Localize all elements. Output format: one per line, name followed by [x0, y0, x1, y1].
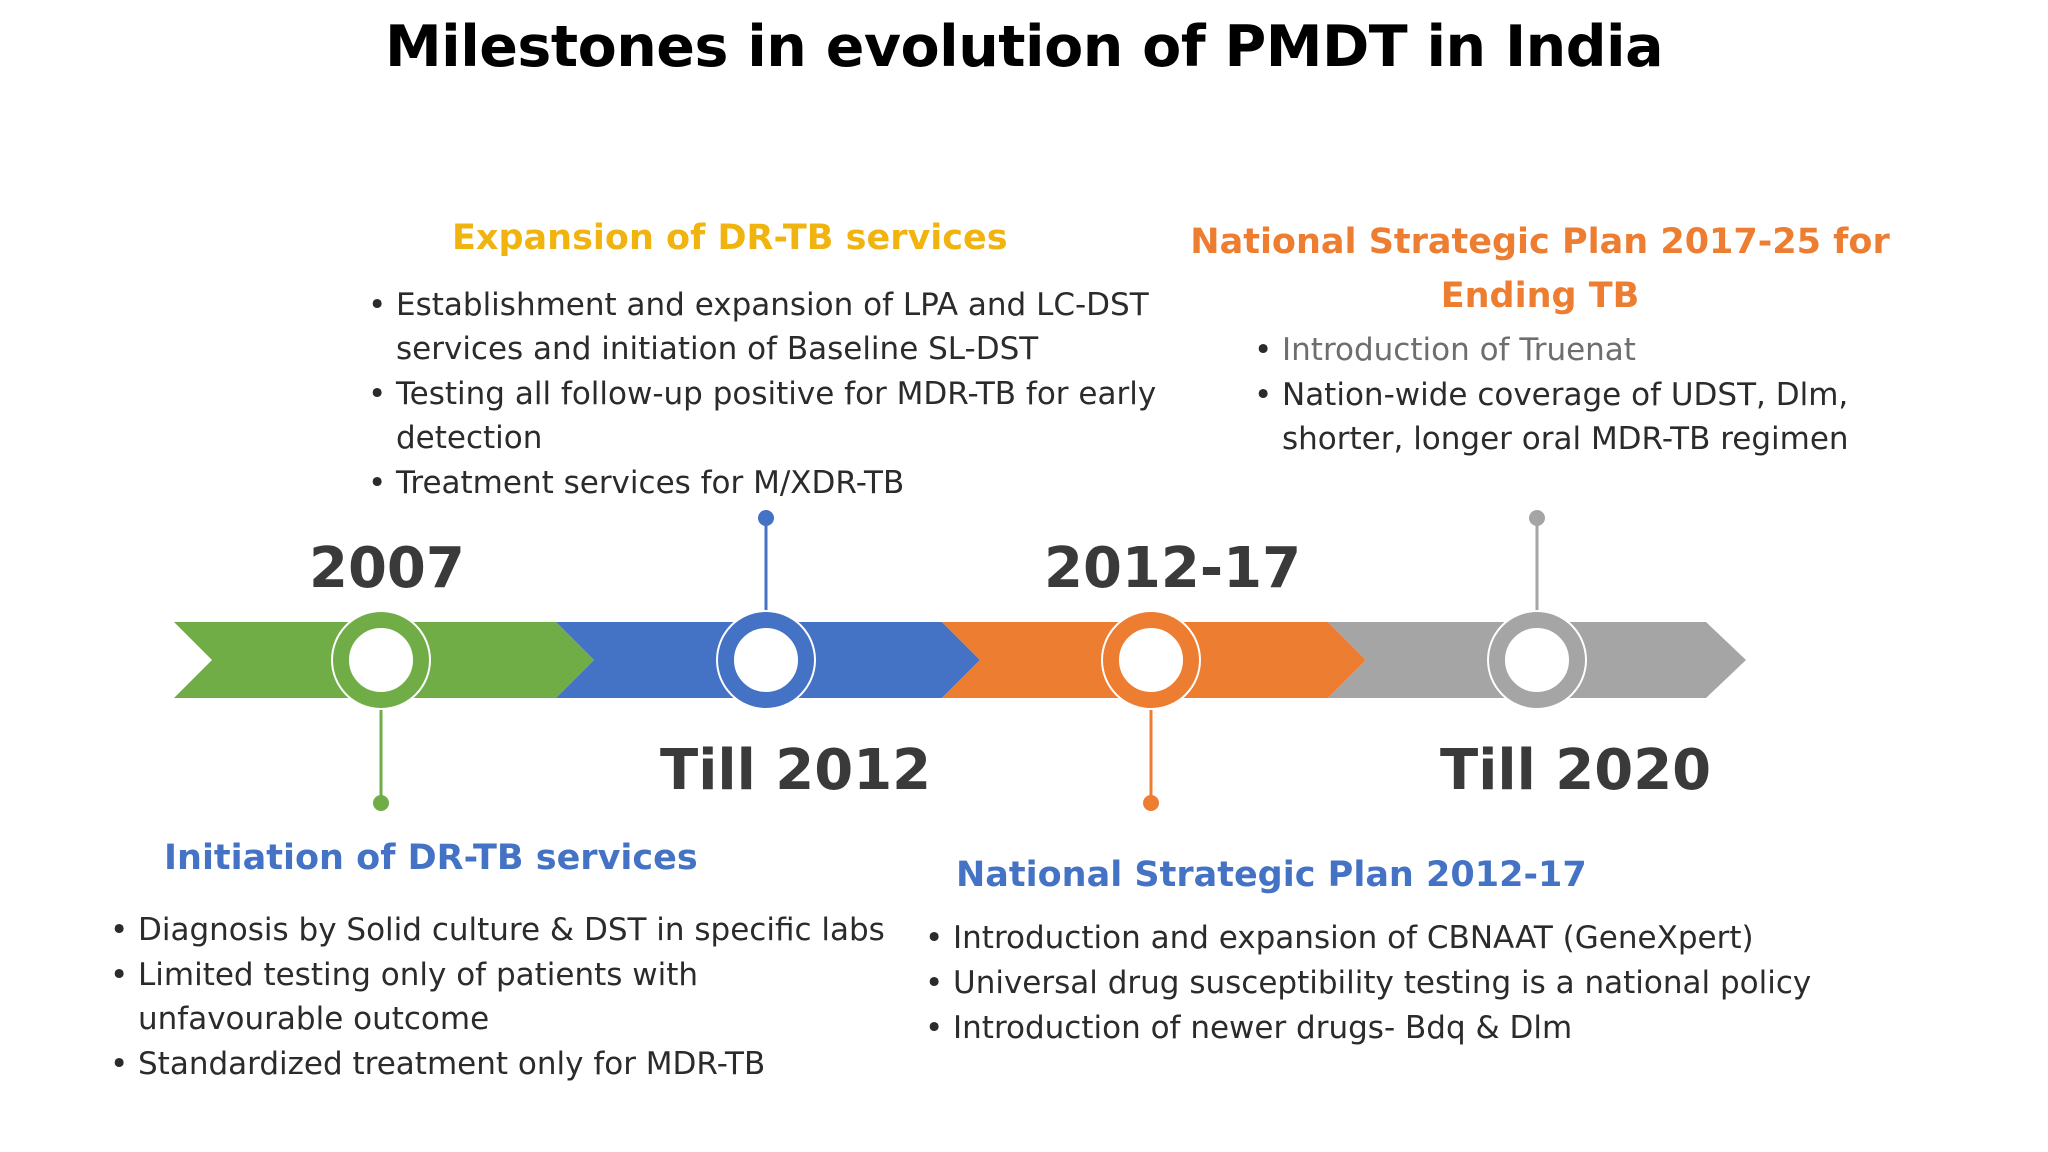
stage-list-nsp-2012-17: Introduction and expansion of CBNAAT (Ge…	[925, 916, 1885, 1051]
connector-dot-green	[373, 795, 389, 811]
page-title: Milestones in evolution of PMDT in India	[384, 14, 1664, 80]
milestone-ring-green-stroke	[333, 612, 429, 708]
list-item: Establishment and expansion of LPA and L…	[368, 283, 1168, 371]
stage-heading-expansion: Expansion of DR-TB services	[452, 218, 1008, 258]
connector-dot-blue	[758, 510, 774, 526]
milestone-ring-blue-stroke	[718, 612, 814, 708]
list-item: Introduction of newer drugs- Bdq & Dlm	[925, 1006, 1885, 1050]
stage-heading-nsp-2017-25: National Strategic Plan 2017-25 for Endi…	[1190, 222, 1890, 316]
year-label-till-2012: Till 2012	[660, 738, 932, 803]
connector-dot-orange	[1143, 795, 1159, 811]
list-item: Treatment services for M/XDR-TB	[368, 461, 1168, 505]
year-label-2007: 2007	[309, 536, 465, 601]
list-item: Nation-wide coverage of UDST, Dlm, short…	[1254, 373, 1914, 461]
connector-dot-gray	[1529, 510, 1545, 526]
list-item: Standardized treatment only for MDR-TB	[110, 1042, 910, 1086]
list-item: Introduction of Truenat	[1254, 328, 1914, 372]
milestone-ring-orange-stroke	[1103, 612, 1199, 708]
stage-list-nsp-2017-25: Introduction of Truenat Nation-wide cove…	[1254, 328, 1914, 462]
year-label-2012-17: 2012-17	[1044, 536, 1302, 601]
list-item: Diagnosis by Solid culture & DST in spec…	[110, 908, 910, 952]
stage-list-initiation: Diagnosis by Solid culture & DST in spec…	[110, 908, 910, 1087]
list-item: Universal drug susceptibility testing is…	[925, 961, 1885, 1005]
stage-list-expansion: Establishment and expansion of LPA and L…	[368, 283, 1168, 506]
list-item: Introduction and expansion of CBNAAT (Ge…	[925, 916, 1885, 960]
stage-heading-initiation: Initiation of DR-TB services	[164, 838, 698, 878]
list-item: Testing all follow-up positive for MDR-T…	[368, 372, 1168, 460]
stage-heading-nsp-2012-17: National Strategic Plan 2012-17	[956, 855, 1587, 895]
year-label-till-2020: Till 2020	[1440, 738, 1712, 803]
list-item: Limited testing only of patients with un…	[110, 953, 778, 1041]
milestone-ring-gray-stroke	[1489, 612, 1585, 708]
